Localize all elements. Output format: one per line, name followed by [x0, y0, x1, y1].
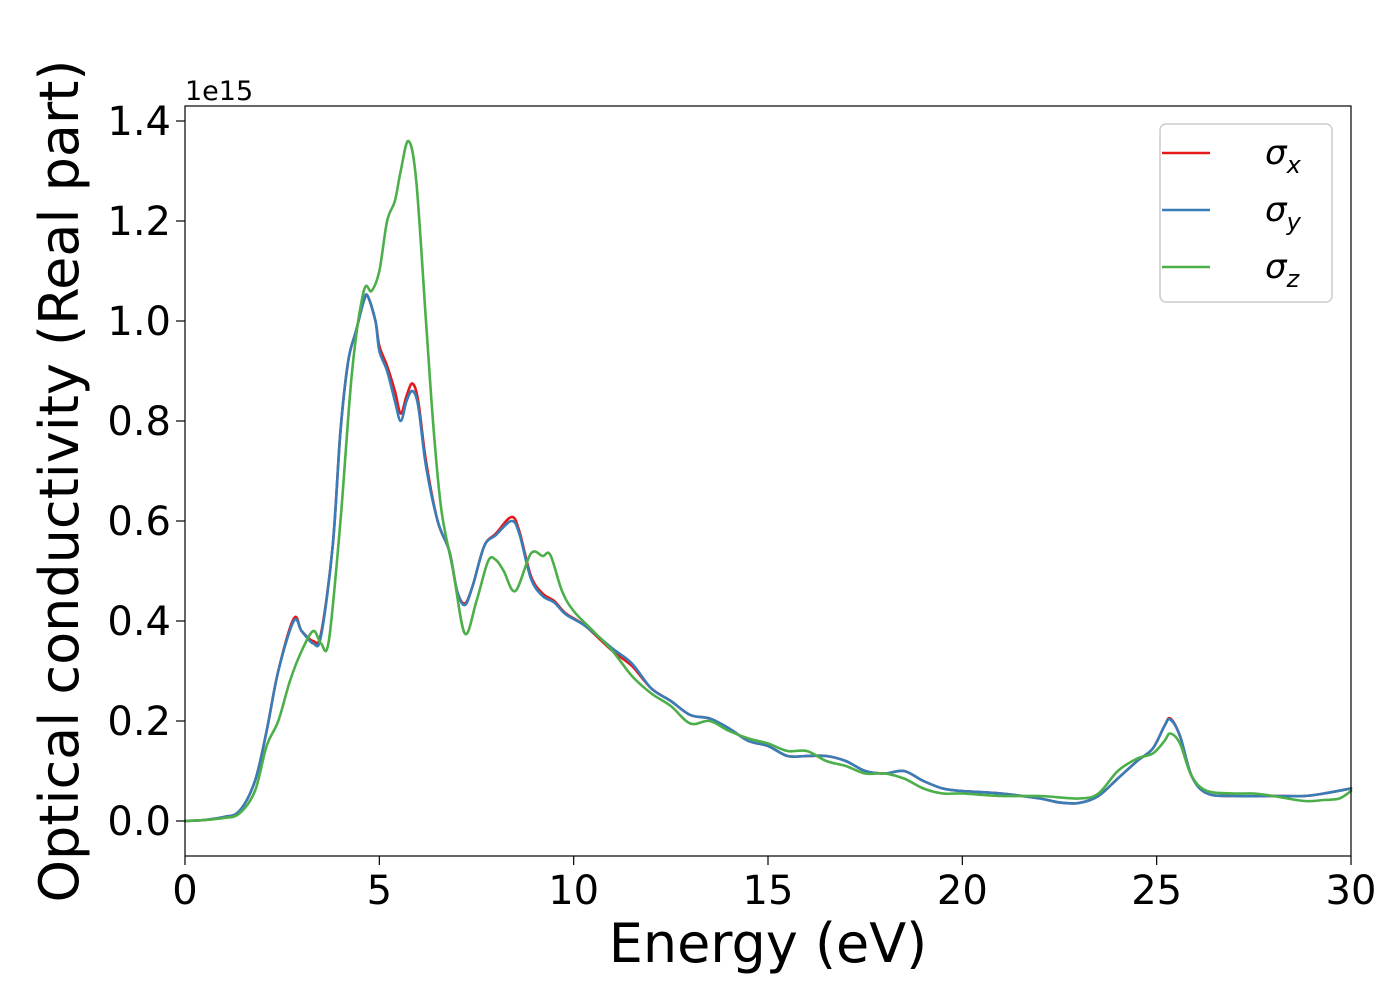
y-tick-label: 1.4 — [107, 99, 171, 145]
y-tick-label: 0.8 — [107, 399, 171, 445]
series-line-y — [183, 293, 1353, 823]
plot-lines — [183, 139, 1353, 823]
x-tick-label: 30 — [1326, 868, 1377, 914]
y-axis-offset-label: 1e15 — [185, 76, 253, 107]
legend-label-x: σx — [1265, 133, 1302, 179]
x-axis-title: Energy (eV) — [609, 912, 928, 975]
x-tick-label: 25 — [1131, 868, 1182, 914]
legend-box — [1159, 123, 1333, 303]
x-axis-ticks: 0 5 10 15 20 25 30 — [172, 856, 1376, 914]
y-axis-title: Optical conductivity (Real part) — [28, 60, 91, 903]
y-tick-label: 1.0 — [107, 299, 171, 345]
series-line-x — [183, 293, 1353, 823]
x-tick-label: 10 — [548, 868, 599, 914]
y-tick-label: 0.0 — [107, 799, 171, 845]
y-tick-label: 0.6 — [107, 499, 171, 545]
y-tick-label: 0.4 — [107, 599, 171, 645]
x-tick-label: 20 — [937, 868, 988, 914]
x-tick-label: 5 — [367, 868, 392, 914]
x-tick-label: 0 — [172, 868, 197, 914]
y-tick-label: 0.2 — [107, 699, 171, 745]
y-axis-ticks: 0.0 0.2 0.4 0.6 0.8 1.0 1.2 1.4 — [107, 99, 185, 845]
y-tick-label: 1.2 — [107, 199, 171, 245]
legend-label-y: σy — [1265, 190, 1302, 236]
x-tick-label: 15 — [743, 868, 794, 914]
series-line-z — [183, 139, 1353, 823]
